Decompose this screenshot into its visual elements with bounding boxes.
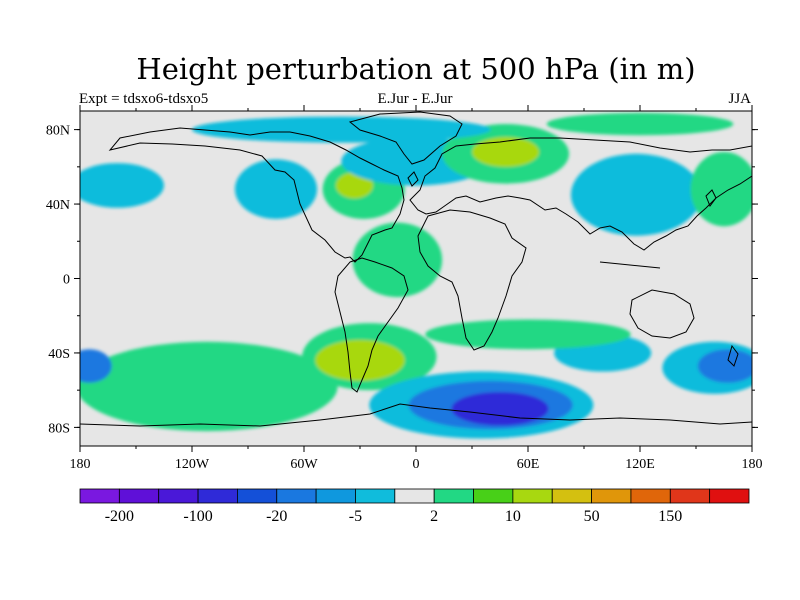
colorbar-box	[118, 488, 160, 504]
field-arctic-positive	[546, 112, 734, 136]
colorbar-label: 150	[658, 508, 682, 525]
experiment-label: Expt = tdsxo6-tdsxo5	[79, 91, 209, 107]
x-tick-label: 60W	[290, 457, 318, 472]
coast-australia	[629, 289, 695, 339]
longitude-axis: 180 120W 60W 0 60E 120E 180	[70, 105, 763, 472]
coast-north-america	[108, 127, 405, 263]
field-west-pacific-positive	[690, 151, 752, 227]
chart-title: Height perturbation at 500 hPa (in m)	[136, 52, 696, 86]
field-south-africa-positive	[425, 319, 631, 350]
latitude-axis: 80N 40N 0 40S 80S	[46, 124, 758, 436]
comparison-label: E.Jur - E.Jur	[377, 91, 453, 107]
colorbar-box	[355, 488, 396, 504]
colorbar-box	[551, 488, 592, 504]
y-tick-label: 40S	[48, 347, 70, 362]
colorbar-box	[276, 488, 317, 504]
colorbar-label: -100	[183, 508, 212, 525]
height-perturbation-field	[80, 112, 752, 439]
colorbar-box	[237, 488, 278, 504]
season-label: JJA	[728, 91, 751, 107]
colorbar-box	[79, 488, 120, 504]
colorbar-label: -200	[105, 508, 134, 525]
colorbar-box	[709, 488, 750, 504]
coast-europe-asia	[409, 137, 752, 251]
coast-british-isles	[407, 171, 419, 187]
y-tick-label: 40N	[46, 198, 70, 213]
colorbar-box	[473, 488, 514, 504]
field-tropical-atlantic-positive	[352, 222, 443, 298]
coast-antarctica	[80, 403, 752, 427]
colorbar-label: -20	[266, 508, 287, 525]
colorbar-box	[630, 488, 671, 504]
field-north-america-negative	[234, 159, 318, 219]
colorbar-box	[512, 488, 553, 504]
y-tick-label: 80S	[48, 421, 70, 436]
colorbar-box	[158, 488, 199, 504]
field-southwest-pacific-negative-core	[697, 349, 752, 383]
x-tick-label: 120W	[175, 457, 210, 472]
colorbar: -200 -100 -20 -5 2 10 50 150	[79, 488, 750, 525]
colorbar-label: 50	[584, 508, 600, 525]
field-south-indian-negative-core	[451, 392, 549, 426]
colorbar-box	[591, 488, 632, 504]
x-tick-label: 120E	[625, 457, 655, 472]
x-tick-label: 0	[413, 457, 420, 472]
x-tick-label: 180	[742, 457, 763, 472]
field-south-atlantic-positive-mid	[315, 339, 405, 381]
coast-japan	[705, 189, 717, 208]
coast-new-zealand	[727, 344, 739, 367]
colorbar-box	[669, 488, 711, 504]
y-tick-label: 80N	[46, 124, 70, 139]
field-asia-negative	[570, 153, 702, 236]
colorbar-box	[315, 488, 356, 504]
colorbar-box	[433, 488, 474, 504]
colorbar-box	[197, 488, 238, 504]
field-north-pacific-negative	[80, 163, 164, 208]
field-arctic-negative	[192, 116, 491, 143]
coast-indonesia	[599, 261, 661, 269]
field-south-pacific-positive-outer	[80, 341, 338, 432]
colorbar-label: 10	[505, 508, 521, 525]
colorbar-label: -5	[349, 508, 362, 525]
x-tick-label: 60E	[517, 457, 540, 472]
field-southeast-pacific-negative	[80, 349, 112, 383]
x-tick-label: 180	[70, 457, 91, 472]
colorbar-box	[394, 488, 435, 504]
coastlines	[80, 111, 752, 427]
coast-greenland	[348, 111, 463, 165]
coast-africa	[417, 209, 527, 351]
y-tick-label: 0	[63, 273, 70, 288]
coast-south-america	[334, 257, 409, 393]
field-siberia-positive-core	[472, 137, 540, 167]
field-north-atlantic-positive-core	[335, 172, 374, 199]
colorbar-label: 2	[430, 508, 438, 525]
